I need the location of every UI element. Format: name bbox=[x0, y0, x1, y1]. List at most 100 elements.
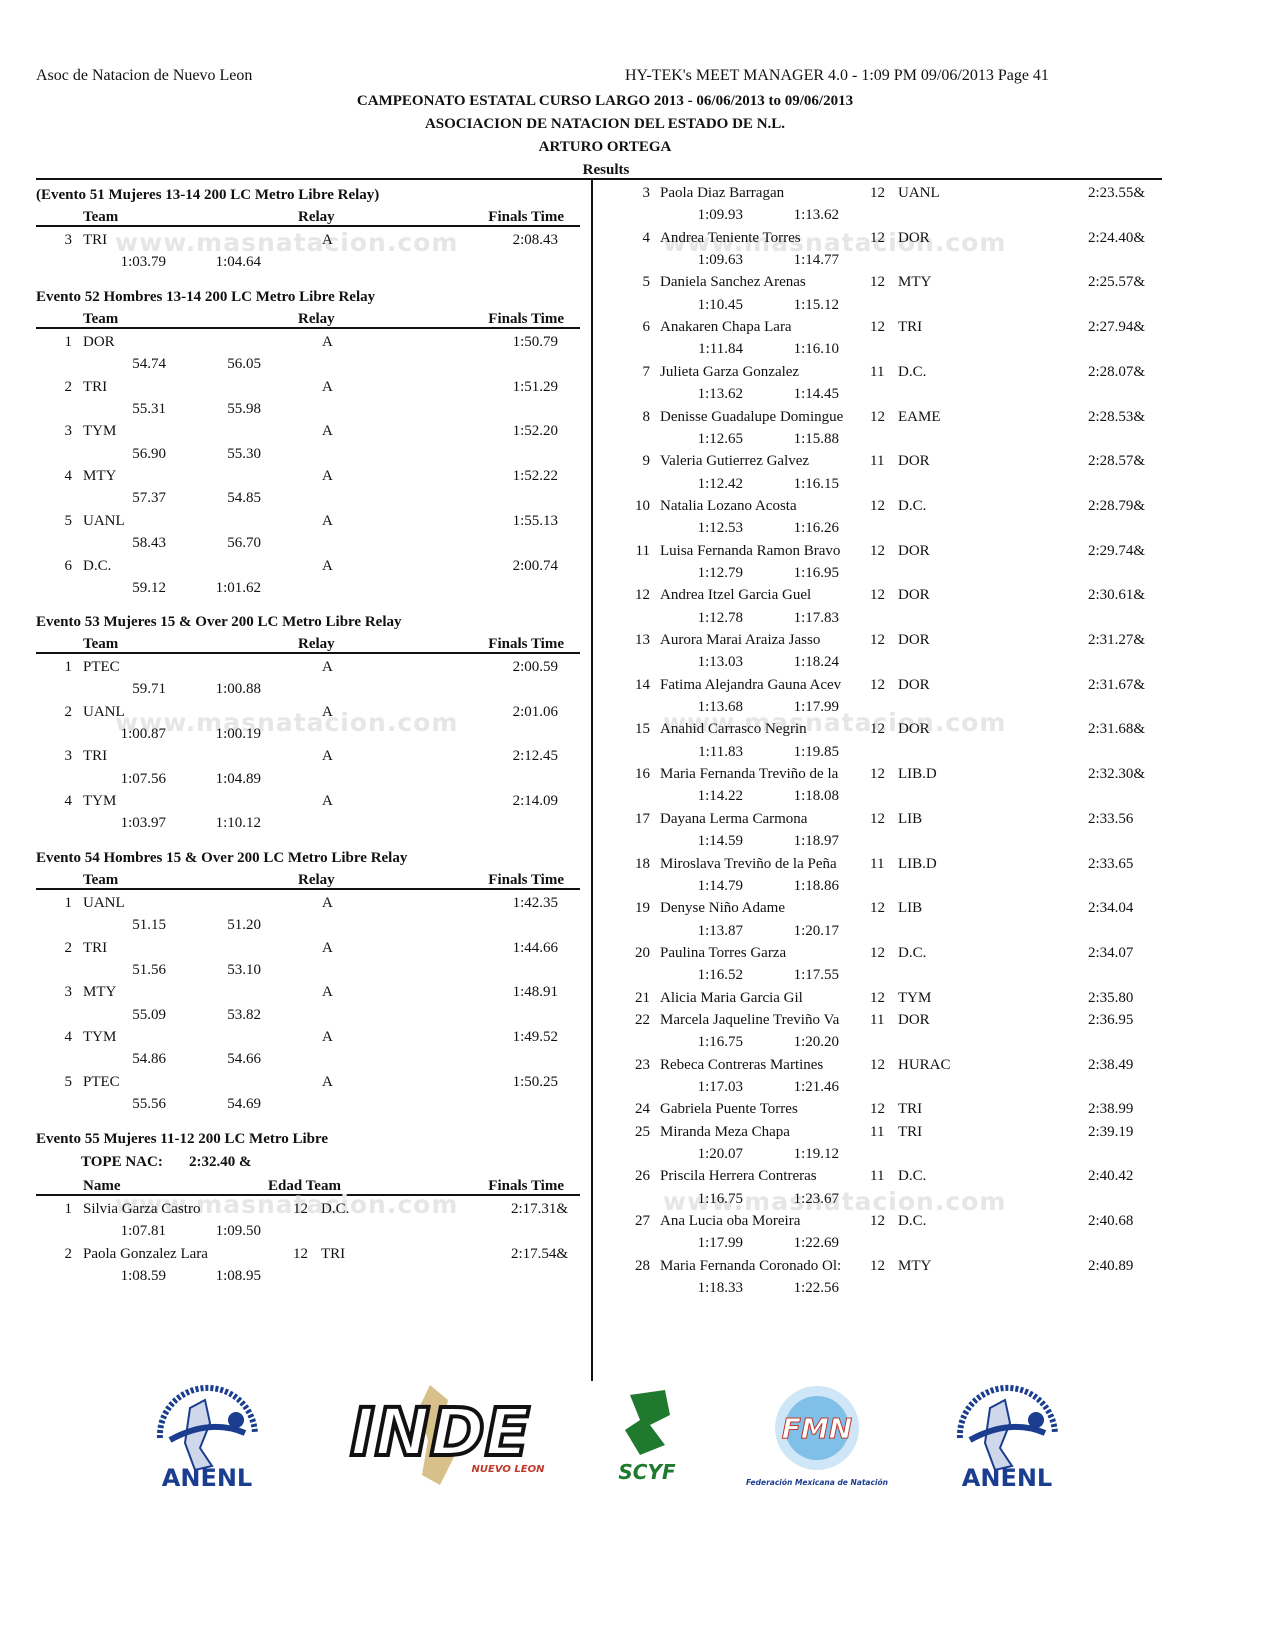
swimmer-name: Daniela Sanchez Arenas bbox=[660, 274, 806, 291]
split-time: 1:19.85 bbox=[793, 743, 839, 760]
team: TRI bbox=[898, 1123, 923, 1140]
place: 26 bbox=[635, 1168, 650, 1185]
team: LIB.D bbox=[898, 855, 937, 872]
swimmer-name: Denyse Niño Adame bbox=[660, 900, 785, 917]
swimmer-name: Ana Lucia oba Moreira bbox=[660, 1213, 801, 1230]
split-time: 51.56 bbox=[132, 962, 166, 979]
team: DOR bbox=[898, 1011, 930, 1028]
swimmer-name: Miranda Meza Chapa bbox=[660, 1123, 790, 1140]
logo-fmn: FMN Federación Mexicana de Natación bbox=[745, 1383, 895, 1498]
team: D.C. bbox=[898, 497, 927, 514]
column-header-relay: Relay bbox=[298, 311, 335, 327]
finals-time: 2:28.07& bbox=[1088, 363, 1146, 380]
split-time: 1:18.33 bbox=[697, 1280, 743, 1297]
logo-anenl: ANENL bbox=[140, 1378, 275, 1498]
finals-time: 1:49.52 bbox=[512, 1029, 558, 1046]
relay-letter: A bbox=[322, 659, 333, 675]
team: HURAC bbox=[898, 1056, 951, 1073]
meet-title: CAMPEONATO ESTATAL CURSO LARGO 2013 - 06… bbox=[356, 93, 854, 109]
finals-time: 2:30.61& bbox=[1088, 587, 1146, 604]
logo-scyf: SCYF bbox=[610, 1385, 685, 1490]
team: LIB.D bbox=[898, 766, 937, 783]
event-title: Evento 54 Hombres 15 & Over 200 LC Metro… bbox=[36, 850, 408, 866]
place: 25 bbox=[635, 1123, 650, 1140]
record-label: TOPE NAC: bbox=[81, 1154, 163, 1170]
place: 17 bbox=[635, 810, 650, 827]
team: TYM bbox=[83, 1029, 117, 1046]
split-time: 55.09 bbox=[132, 1006, 166, 1023]
place: 2 bbox=[64, 703, 73, 720]
finals-time: 1:55.13 bbox=[512, 512, 558, 529]
finals-time: 2:38.49 bbox=[1088, 1056, 1134, 1073]
column-header-finals-time: Finals Time bbox=[488, 1178, 564, 1194]
fmn-logo-icon: FMN Federación Mexicana de Natación bbox=[746, 1386, 888, 1487]
split-time: 1:16.26 bbox=[793, 520, 839, 537]
place: 24 bbox=[635, 1101, 650, 1118]
team: PTEC bbox=[83, 1073, 120, 1090]
svg-text:ANENL: ANENL bbox=[162, 1464, 252, 1492]
team: TRI bbox=[898, 1101, 923, 1118]
meet-manager-info: HY-TEK's MEET MANAGER 4.0 - 1:09 PM 09/0… bbox=[625, 67, 1049, 84]
relay-letter: A bbox=[322, 748, 333, 765]
swimmer-name: Priscila Herrera Contreras bbox=[660, 1168, 817, 1185]
split-time: 1:17.03 bbox=[697, 1079, 743, 1095]
place: 11 bbox=[635, 542, 650, 559]
age: 12 bbox=[293, 1201, 308, 1217]
column-header-finals-time: Finals Time bbox=[488, 636, 564, 652]
swimmer-name: Anahid Carrasco Negrin bbox=[660, 721, 807, 738]
watermark-text: www.masnatacion.com bbox=[115, 1190, 459, 1219]
place: 4 bbox=[642, 229, 651, 246]
split-time: 1:09.63 bbox=[697, 252, 743, 269]
age: 12 bbox=[870, 632, 885, 648]
event-title: Evento 55 Mujeres 11-12 200 LC Metro Lib… bbox=[36, 1131, 329, 1147]
split-time: 56.05 bbox=[227, 356, 261, 373]
place: 6 bbox=[64, 557, 73, 574]
svg-text:INDE: INDE bbox=[350, 1394, 530, 1471]
split-time: 1:04.89 bbox=[215, 770, 261, 787]
team: D.C. bbox=[898, 1168, 927, 1185]
split-time: 1:15.12 bbox=[793, 296, 839, 313]
split-time: 1:18.97 bbox=[793, 833, 839, 850]
split-time: 54.69 bbox=[227, 1096, 261, 1113]
section-rule bbox=[36, 225, 580, 227]
finals-time: 2:31.68& bbox=[1088, 721, 1146, 738]
place: 22 bbox=[635, 1011, 650, 1028]
column-header-relay: Relay bbox=[298, 636, 335, 652]
event-title: Evento 53 Mujeres 15 & Over 200 LC Metro… bbox=[36, 614, 402, 630]
team: DOR bbox=[898, 632, 930, 648]
split-time: 1:08.59 bbox=[120, 1268, 166, 1285]
swimmer-name: Miroslava Treviño de la Peña bbox=[660, 855, 837, 872]
team: TYM bbox=[83, 793, 117, 810]
relay-letter: A bbox=[322, 512, 333, 529]
split-time: 1:13.87 bbox=[697, 922, 743, 939]
split-time: 1:20.17 bbox=[793, 922, 839, 939]
finals-time: 1:52.22 bbox=[512, 468, 558, 485]
finals-time: 2:08.43 bbox=[512, 232, 558, 248]
split-time: 1:11.83 bbox=[698, 743, 743, 760]
header-rule bbox=[36, 178, 1162, 180]
split-time: 1:16.95 bbox=[793, 564, 839, 581]
split-time: 1:18.86 bbox=[793, 877, 839, 894]
svg-text:FMN: FMN bbox=[782, 1412, 852, 1445]
split-time: 53.10 bbox=[227, 962, 261, 979]
place: 3 bbox=[64, 232, 73, 248]
team: TRI bbox=[83, 939, 108, 956]
split-time: 1:09.93 bbox=[697, 207, 743, 224]
association-title: ASOCIACION DE NATACION DEL ESTADO DE N.L… bbox=[424, 116, 786, 132]
finals-time: 2:14.09 bbox=[512, 793, 558, 810]
split-time: 56.90 bbox=[132, 445, 166, 462]
split-time: 1:10.45 bbox=[697, 296, 743, 313]
team: MTY bbox=[898, 1257, 932, 1274]
column-header-finals-time: Finals Time bbox=[488, 872, 564, 888]
finals-time: 2:12.45 bbox=[512, 748, 558, 765]
finals-time: 2:17.54& bbox=[511, 1245, 569, 1262]
age: 12 bbox=[870, 766, 885, 783]
split-time: 1:22.69 bbox=[793, 1235, 839, 1252]
finals-time: 2:31.27& bbox=[1088, 632, 1146, 648]
place: 20 bbox=[635, 944, 650, 961]
split-time: 1:07.56 bbox=[120, 770, 166, 787]
split-time: 59.71 bbox=[132, 681, 166, 698]
svg-text:SCYF: SCYF bbox=[618, 1460, 676, 1484]
swimmer-name: Dayana Lerma Carmona bbox=[660, 810, 808, 827]
age: 12 bbox=[870, 497, 885, 514]
